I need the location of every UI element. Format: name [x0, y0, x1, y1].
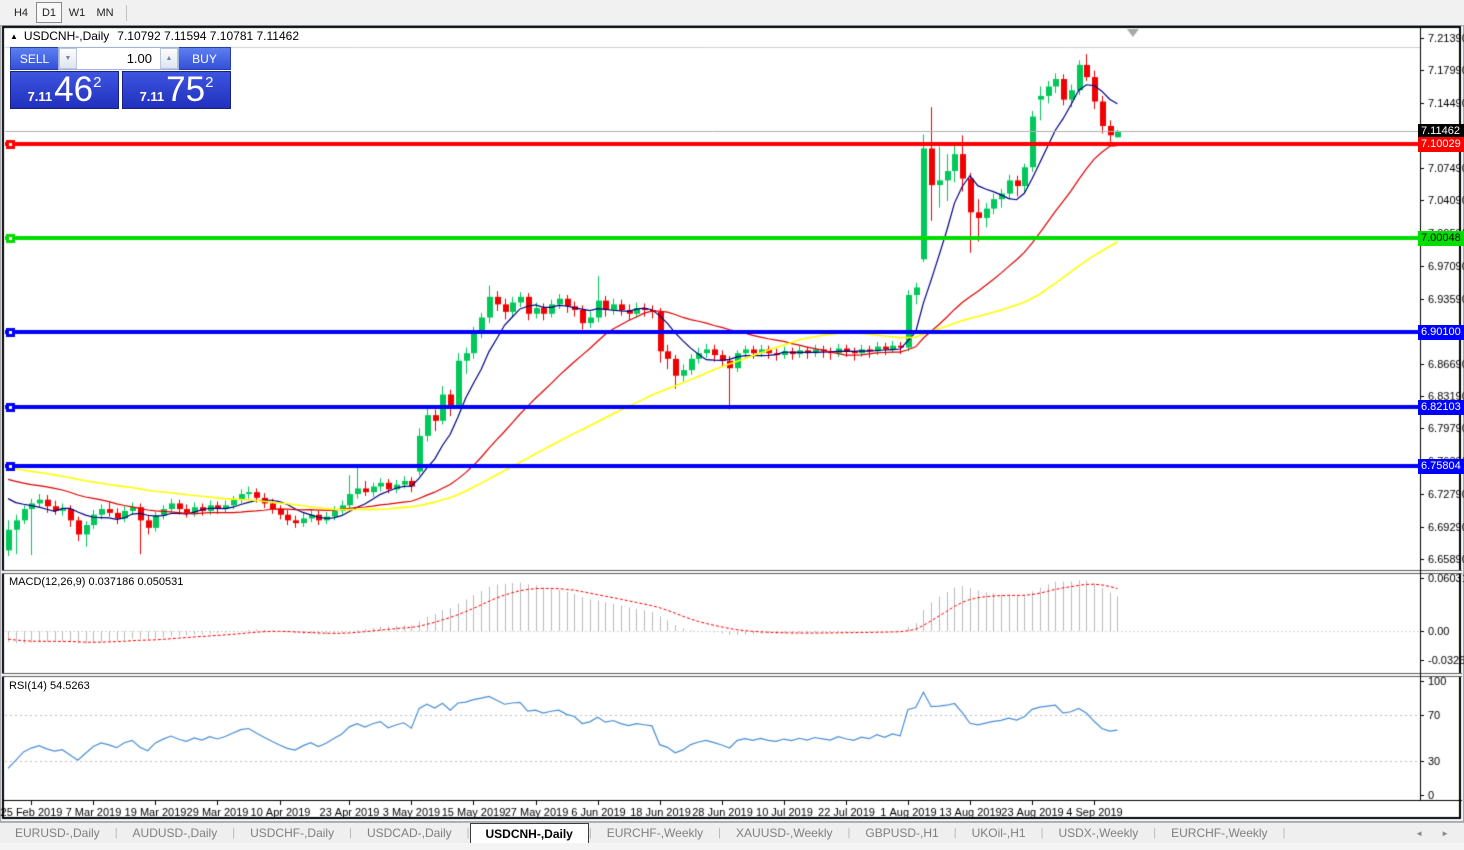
timeframe-button-d1[interactable]: D1 [36, 2, 62, 23]
sell-price-sup: 2 [93, 74, 102, 91]
buy-price-box[interactable]: 7.11 75 2 [122, 71, 231, 109]
chart-tab[interactable]: AUDUSD-,Daily [132, 826, 218, 840]
hline-price-badge: 7.00048 [1418, 231, 1464, 246]
tab-separator: | [588, 827, 592, 839]
rsi-indicator-label: RSI(14) 54.5263 [9, 680, 90, 692]
collapse-panel-triangle-icon[interactable]: ▲ [10, 31, 18, 41]
chart-tab-bar: EURUSD-,Daily | AUDUSD-,Daily | USDCHF-,Dail… [0, 822, 1464, 843]
chart-tab[interactable]: USDCAD-,Daily [366, 826, 452, 840]
tab-separator: | [114, 827, 118, 839]
chart-tab[interactable]: GBPUSD-,H1 [865, 826, 939, 840]
hline-price-badge: 7.10029 [1418, 137, 1464, 152]
timeframe-button-mn[interactable]: MN [96, 6, 114, 19]
tab-separator: | [718, 827, 722, 839]
chart-symbol-label: USDCNH-,Daily [23, 29, 110, 43]
sell-price-big: 46 [54, 70, 94, 109]
timeframe-button-h4[interactable]: H4 [13, 6, 29, 19]
macd-indicator-label: MACD(12,26,9) 0.037186 0.050531 [9, 576, 184, 588]
price-chart-canvas[interactable] [0, 25, 1464, 822]
buy-price-sup: 2 [205, 74, 214, 91]
chart-tab[interactable]: EURUSD-,Daily [15, 826, 100, 840]
tab-scroll-right-icon[interactable]: ► [1441, 828, 1449, 838]
hline-price-badge: 6.82103 [1418, 400, 1464, 415]
chart-tab[interactable]: USDCNH-,Daily [469, 823, 589, 843]
status-strip [0, 843, 1464, 850]
chart-tab[interactable]: USDX-,Weekly [1058, 826, 1139, 840]
tab-separator: | [1282, 827, 1286, 839]
one-click-trading-panel: SELL ▼ 1.00 ▲ BUY 7.11 46 2 7.11 75 2 [10, 47, 231, 109]
chart-title: ▲ USDCNH-,Daily 7.10792 7.11594 7.10781 … [10, 29, 299, 43]
volume-spinner: ▼ 1.00 ▲ [58, 47, 179, 70]
volume-up-icon[interactable]: ▲ [160, 48, 178, 69]
chart-tab[interactable]: EURCHF-,Weekly [606, 826, 704, 840]
buy-button[interactable]: BUY [179, 47, 231, 70]
sell-price-box[interactable]: 7.11 46 2 [10, 71, 119, 109]
timeframe-toolbar: H4 D1 W1 MN [0, 0, 1464, 25]
hline-price-badge: 6.90100 [1418, 325, 1464, 340]
chart-tab[interactable]: EURCHF-,Weekly [1171, 826, 1268, 840]
tab-separator: | [847, 827, 851, 839]
buy-price-small: 7.11 [139, 89, 165, 104]
toolbar-separator [126, 4, 127, 21]
tab-scroll-left-icon[interactable]: ◄ [1415, 828, 1424, 838]
chart-window: ▲ USDCNH-,Daily 7.10792 7.11594 7.10781 … [0, 25, 1464, 822]
tab-separator: | [349, 827, 352, 839]
tab-scroll-arrows: ◄ ► [1406, 823, 1464, 843]
hline-price-badge: 6.75804 [1418, 459, 1464, 474]
tab-separator: | [1153, 827, 1157, 839]
sell-price-small: 7.11 [27, 89, 53, 104]
current-price-badge: 7.11462 [1418, 124, 1464, 139]
chart-ohlc-label: 7.10792 7.11594 7.10781 7.11462 [117, 29, 299, 43]
chart-tab[interactable]: UKOil-,H1 [971, 826, 1026, 840]
tab-separator: | [1040, 827, 1044, 839]
tab-separator: | [232, 827, 236, 839]
sell-button[interactable]: SELL [10, 47, 58, 70]
chart-tab[interactable]: XAUUSD-,Weekly [736, 826, 833, 840]
tab-separator: | [466, 827, 470, 839]
timeframe-button-w1[interactable]: W1 [68, 6, 86, 19]
volume-down-icon[interactable]: ▼ [59, 48, 77, 69]
buy-price-big: 75 [166, 70, 206, 109]
volume-input[interactable]: 1.00 [77, 48, 160, 69]
chart-tab[interactable]: USDCHF-,Daily [250, 826, 335, 840]
tab-separator: | [953, 827, 957, 839]
